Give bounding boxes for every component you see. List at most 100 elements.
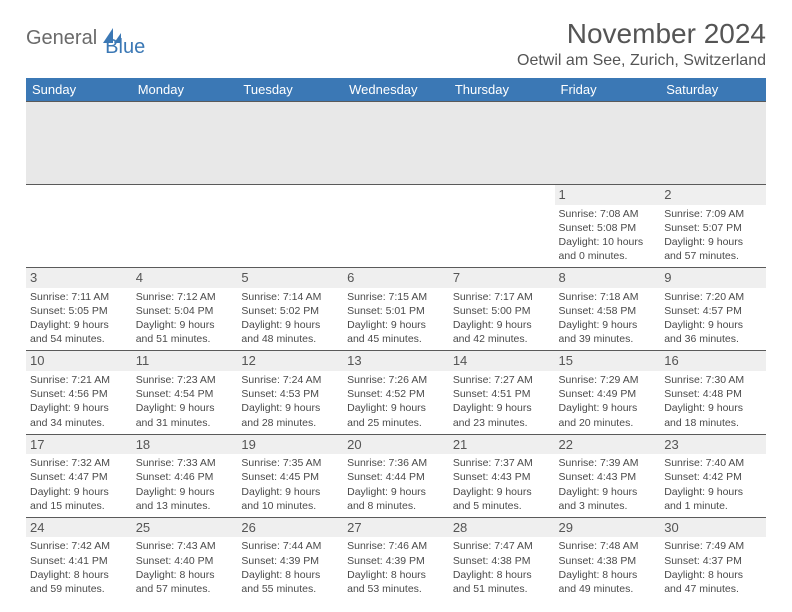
- calendar-week-row: 10Sunrise: 7:21 AMSunset: 4:56 PMDayligh…: [26, 351, 766, 434]
- sunrise-line: Sunrise: 7:33 AM: [136, 456, 234, 470]
- daylight-line: Daylight: 9 hours and 34 minutes.: [30, 401, 128, 429]
- calendar-day-cell: 8Sunrise: 7:18 AMSunset: 4:58 PMDaylight…: [555, 268, 661, 351]
- day-number: 14: [449, 351, 555, 371]
- day-number: 10: [26, 351, 132, 371]
- calendar-day-cell: 9Sunrise: 7:20 AMSunset: 4:57 PMDaylight…: [660, 268, 766, 351]
- header: General Blue November 2024 Oetwil am See…: [26, 18, 766, 70]
- month-title: November 2024: [517, 18, 766, 50]
- calendar-week-row: 3Sunrise: 7:11 AMSunset: 5:05 PMDaylight…: [26, 268, 766, 351]
- daylight-line: Daylight: 9 hours and 5 minutes.: [453, 485, 551, 513]
- sunrise-line: Sunrise: 7:40 AM: [664, 456, 762, 470]
- sunset-line: Sunset: 5:01 PM: [347, 304, 445, 318]
- sunrise-line: Sunrise: 7:42 AM: [30, 539, 128, 553]
- day-number: 18: [132, 435, 238, 455]
- calendar-day-cell: 20Sunrise: 7:36 AMSunset: 4:44 PMDayligh…: [343, 434, 449, 517]
- day-number: 6: [343, 268, 449, 288]
- sunset-line: Sunset: 4:41 PM: [30, 554, 128, 568]
- sunset-line: Sunset: 4:49 PM: [559, 387, 657, 401]
- calendar-table: SundayMondayTuesdayWednesdayThursdayFrid…: [26, 78, 766, 600]
- daylight-line: Daylight: 9 hours and 39 minutes.: [559, 318, 657, 346]
- daylight-line: Daylight: 9 hours and 57 minutes.: [664, 235, 762, 263]
- calendar-day-cell: 11Sunrise: 7:23 AMSunset: 4:54 PMDayligh…: [132, 351, 238, 434]
- sunset-line: Sunset: 4:38 PM: [453, 554, 551, 568]
- sunrise-line: Sunrise: 7:14 AM: [241, 290, 339, 304]
- weekday-header: Friday: [555, 78, 661, 102]
- day-number: 15: [555, 351, 661, 371]
- calendar-day-cell: 19Sunrise: 7:35 AMSunset: 4:45 PMDayligh…: [237, 434, 343, 517]
- day-number: 13: [343, 351, 449, 371]
- daylight-line: Daylight: 9 hours and 36 minutes.: [664, 318, 762, 346]
- sunrise-line: Sunrise: 7:32 AM: [30, 456, 128, 470]
- sunset-line: Sunset: 4:43 PM: [453, 470, 551, 484]
- logo: General Blue: [26, 18, 145, 59]
- calendar-day-cell: 14Sunrise: 7:27 AMSunset: 4:51 PMDayligh…: [449, 351, 555, 434]
- day-number: 26: [237, 518, 343, 538]
- daylight-line: Daylight: 9 hours and 18 minutes.: [664, 401, 762, 429]
- calendar-empty-cell: [132, 185, 238, 268]
- day-number: 11: [132, 351, 238, 371]
- calendar-day-cell: 15Sunrise: 7:29 AMSunset: 4:49 PMDayligh…: [555, 351, 661, 434]
- sunset-line: Sunset: 4:51 PM: [453, 387, 551, 401]
- daylight-line: Daylight: 8 hours and 51 minutes.: [453, 568, 551, 596]
- sunrise-line: Sunrise: 7:26 AM: [347, 373, 445, 387]
- calendar-day-cell: 7Sunrise: 7:17 AMSunset: 5:00 PMDaylight…: [449, 268, 555, 351]
- daylight-line: Daylight: 9 hours and 15 minutes.: [30, 485, 128, 513]
- sunset-line: Sunset: 4:38 PM: [559, 554, 657, 568]
- calendar-day-cell: 30Sunrise: 7:49 AMSunset: 4:37 PMDayligh…: [660, 517, 766, 600]
- sunrise-line: Sunrise: 7:18 AM: [559, 290, 657, 304]
- daylight-line: Daylight: 9 hours and 51 minutes.: [136, 318, 234, 346]
- sunset-line: Sunset: 5:08 PM: [559, 221, 657, 235]
- daylight-line: Daylight: 9 hours and 48 minutes.: [241, 318, 339, 346]
- sunset-line: Sunset: 4:43 PM: [559, 470, 657, 484]
- calendar-day-cell: 24Sunrise: 7:42 AMSunset: 4:41 PMDayligh…: [26, 517, 132, 600]
- calendar-day-cell: 26Sunrise: 7:44 AMSunset: 4:39 PMDayligh…: [237, 517, 343, 600]
- day-number: 22: [555, 435, 661, 455]
- weekday-header: Wednesday: [343, 78, 449, 102]
- sunrise-line: Sunrise: 7:37 AM: [453, 456, 551, 470]
- daylight-line: Daylight: 8 hours and 55 minutes.: [241, 568, 339, 596]
- calendar-day-cell: 13Sunrise: 7:26 AMSunset: 4:52 PMDayligh…: [343, 351, 449, 434]
- day-number: 5: [237, 268, 343, 288]
- sunrise-line: Sunrise: 7:15 AM: [347, 290, 445, 304]
- calendar-empty-cell: [237, 185, 343, 268]
- calendar-day-cell: 2Sunrise: 7:09 AMSunset: 5:07 PMDaylight…: [660, 185, 766, 268]
- calendar-day-cell: 23Sunrise: 7:40 AMSunset: 4:42 PMDayligh…: [660, 434, 766, 517]
- day-number: 16: [660, 351, 766, 371]
- location: Oetwil am See, Zurich, Switzerland: [517, 52, 766, 70]
- sunset-line: Sunset: 4:40 PM: [136, 554, 234, 568]
- sunrise-line: Sunrise: 7:36 AM: [347, 456, 445, 470]
- daylight-line: Daylight: 9 hours and 20 minutes.: [559, 401, 657, 429]
- sunrise-line: Sunrise: 7:09 AM: [664, 207, 762, 221]
- logo-text-blue: Blue: [105, 36, 145, 59]
- day-number: 20: [343, 435, 449, 455]
- day-number: 12: [237, 351, 343, 371]
- day-number: 9: [660, 268, 766, 288]
- sunset-line: Sunset: 4:46 PM: [136, 470, 234, 484]
- sunset-line: Sunset: 4:37 PM: [664, 554, 762, 568]
- day-number: 25: [132, 518, 238, 538]
- weekday-header: Saturday: [660, 78, 766, 102]
- calendar-day-cell: 5Sunrise: 7:14 AMSunset: 5:02 PMDaylight…: [237, 268, 343, 351]
- sunset-line: Sunset: 4:54 PM: [136, 387, 234, 401]
- sunset-line: Sunset: 4:39 PM: [347, 554, 445, 568]
- calendar-day-cell: 10Sunrise: 7:21 AMSunset: 4:56 PMDayligh…: [26, 351, 132, 434]
- sunset-line: Sunset: 4:47 PM: [30, 470, 128, 484]
- daylight-line: Daylight: 9 hours and 8 minutes.: [347, 485, 445, 513]
- calendar-day-cell: 28Sunrise: 7:47 AMSunset: 4:38 PMDayligh…: [449, 517, 555, 600]
- day-number: 1: [555, 185, 661, 205]
- calendar-day-cell: 18Sunrise: 7:33 AMSunset: 4:46 PMDayligh…: [132, 434, 238, 517]
- daylight-line: Daylight: 8 hours and 47 minutes.: [664, 568, 762, 596]
- weekday-header: Sunday: [26, 78, 132, 102]
- calendar-day-cell: 21Sunrise: 7:37 AMSunset: 4:43 PMDayligh…: [449, 434, 555, 517]
- daylight-line: Daylight: 9 hours and 45 minutes.: [347, 318, 445, 346]
- calendar-day-cell: 12Sunrise: 7:24 AMSunset: 4:53 PMDayligh…: [237, 351, 343, 434]
- sunrise-line: Sunrise: 7:47 AM: [453, 539, 551, 553]
- title-block: November 2024 Oetwil am See, Zurich, Swi…: [517, 18, 766, 70]
- sunrise-line: Sunrise: 7:43 AM: [136, 539, 234, 553]
- calendar-empty-cell: [449, 185, 555, 268]
- sunrise-line: Sunrise: 7:44 AM: [241, 539, 339, 553]
- header-spacer-row: [26, 102, 766, 185]
- sunset-line: Sunset: 5:00 PM: [453, 304, 551, 318]
- sunset-line: Sunset: 4:53 PM: [241, 387, 339, 401]
- daylight-line: Daylight: 10 hours and 0 minutes.: [559, 235, 657, 263]
